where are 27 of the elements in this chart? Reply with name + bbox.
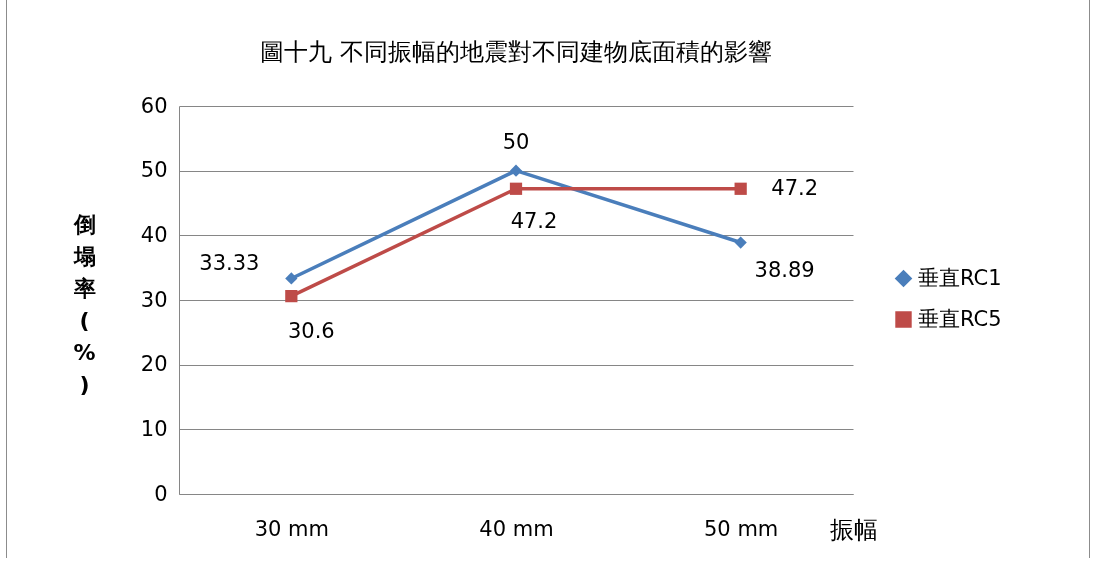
point	[509, 164, 523, 177]
y-tick-label: 30	[140, 287, 168, 312]
data-label: 47.2	[771, 175, 819, 200]
point	[734, 236, 747, 249]
point	[285, 290, 298, 303]
data-label: 33.33	[199, 251, 260, 276]
x-tick-label: 40 mm	[479, 516, 554, 541]
y-tick-label: 10	[140, 416, 168, 441]
point	[734, 182, 747, 195]
point	[509, 182, 523, 195]
x-tick-label: 30 mm	[254, 516, 329, 541]
data-label: 38.89	[754, 257, 815, 282]
point	[285, 272, 298, 285]
y-tick-label: 20	[140, 352, 168, 377]
legend-label: 垂直RC5	[918, 306, 1002, 331]
data-label: 50	[502, 129, 530, 154]
data-label: 30.6	[287, 319, 335, 344]
data-label: 47.2	[510, 208, 558, 233]
y-tick-label: 60	[140, 93, 168, 118]
x-axis-title: 振幅	[829, 515, 878, 544]
y-tick-label: 50	[140, 158, 168, 183]
chart-title: 圖十九 不同振幅的地震對不同建物底面積的影響	[260, 38, 772, 66]
y-tick-label: 40	[140, 222, 168, 247]
legend-label: 垂直RC1	[918, 265, 1002, 290]
y-tick-label: 0	[154, 481, 168, 506]
y-axis-title: 倒塌率(%)	[72, 211, 96, 397]
x-tick-label: 50 mm	[704, 516, 779, 541]
